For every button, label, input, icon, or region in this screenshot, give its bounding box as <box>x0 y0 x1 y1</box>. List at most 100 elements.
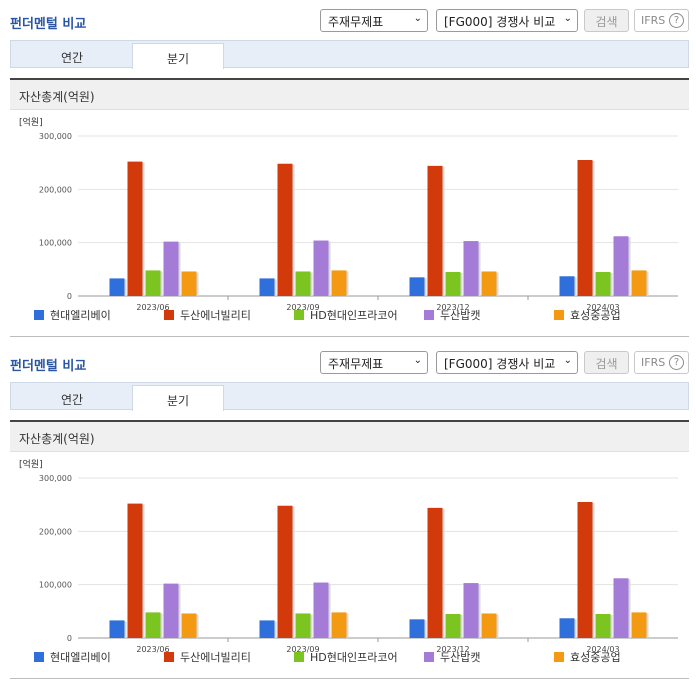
bar <box>577 160 593 296</box>
statement-select[interactable]: 주재무제표 ⌄ <box>320 9 428 32</box>
bar <box>313 582 329 638</box>
legend-swatch <box>424 310 434 320</box>
period-tabs: 연간 분기 <box>10 382 689 411</box>
bar <box>631 270 647 296</box>
chevron-down-icon: ⌄ <box>563 355 572 366</box>
y-tick-label: 0 <box>67 292 72 301</box>
ifrs-button[interactable]: IFRS ? <box>634 351 689 374</box>
compare-select[interactable]: [FG000] 경쟁사 비교 ⌄ <box>436 9 578 32</box>
bar <box>595 614 611 638</box>
bar <box>259 278 275 296</box>
x-tick-label: 2023/12 <box>436 303 469 312</box>
panel-divider <box>10 678 689 679</box>
legend-swatch <box>294 310 304 320</box>
bar <box>613 578 629 638</box>
bar <box>295 271 311 296</box>
bar <box>277 505 293 638</box>
legend-label: 두산에너빌리티 <box>180 309 251 322</box>
bar <box>181 613 197 638</box>
legend-swatch <box>424 652 434 662</box>
chevron-down-icon: ⌄ <box>563 13 572 24</box>
bar <box>127 503 143 638</box>
bar <box>631 612 647 638</box>
bar <box>409 277 425 296</box>
legend-label: 현대엘리베이 <box>50 651 111 664</box>
legend-swatch <box>34 310 44 320</box>
legend-label: 현대엘리베이 <box>50 309 111 322</box>
bar <box>331 270 347 296</box>
statement-select-value: 주재무제표 <box>328 357 384 371</box>
legend-label: 두산밥캣 <box>440 651 480 664</box>
help-icon[interactable]: ? <box>669 13 684 28</box>
search-button[interactable]: 검색 <box>584 9 629 32</box>
bar <box>313 240 329 296</box>
x-tick-label: 2023/06 <box>136 645 169 654</box>
asset-bar-chart: [억원] 0 100,000 200,000 300,000 2023/06 2023/09… <box>19 458 678 664</box>
bar <box>445 272 461 296</box>
tab-quarterly[interactable]: 분기 <box>132 43 224 69</box>
bar <box>259 620 275 638</box>
bar <box>427 507 443 638</box>
tab-annual[interactable]: 연간 <box>60 51 84 65</box>
section-title: 자산총계(억원) <box>19 432 95 446</box>
bar <box>109 620 125 638</box>
bar <box>427 165 443 296</box>
bar <box>181 271 197 296</box>
statement-select-value: 주재무제표 <box>328 15 384 29</box>
bar <box>577 502 593 638</box>
fundamental-panel: 펀더멘털 비교 주재무제표 ⌄ [FG000] 경쟁사 비교 ⌄ 검색 IFRS… <box>0 342 696 684</box>
panel-title: 펀더멘털 비교 <box>10 17 87 32</box>
bar <box>463 241 479 296</box>
help-icon[interactable]: ? <box>669 355 684 370</box>
x-tick-label: 2024/03 <box>586 303 619 312</box>
legend-label: 효성중공업 <box>570 651 621 664</box>
y-tick-label: 100,000 <box>39 581 72 590</box>
compare-select-value: [FG000] 경쟁사 비교 <box>444 357 556 371</box>
legend-swatch <box>554 310 564 320</box>
bar <box>595 272 611 296</box>
ifrs-label: IFRS <box>641 14 666 27</box>
x-tick-label: 2023/12 <box>436 645 469 654</box>
compare-select-value: [FG000] 경쟁사 비교 <box>444 15 556 29</box>
bar <box>481 271 497 296</box>
x-tick-label: 2023/09 <box>286 303 319 312</box>
asset-bar-chart: [억원] 0 100,000 200,000 300,000 2023/06 2023/09… <box>19 116 678 322</box>
compare-select[interactable]: [FG000] 경쟁사 비교 ⌄ <box>436 351 578 374</box>
bar <box>481 613 497 638</box>
bar <box>127 161 143 296</box>
bar <box>331 612 347 638</box>
legend-label: 효성중공업 <box>570 309 621 322</box>
bar <box>109 278 125 296</box>
y-unit-label: [억원] <box>19 116 43 128</box>
bar <box>463 583 479 638</box>
tab-quarterly[interactable]: 분기 <box>132 385 224 411</box>
chevron-down-icon: ⌄ <box>413 13 422 24</box>
y-tick-label: 300,000 <box>39 132 72 141</box>
legend-label: HD현대인프라코어 <box>310 309 398 322</box>
bar <box>163 241 179 296</box>
bar <box>145 612 161 638</box>
search-button[interactable]: 검색 <box>584 351 629 374</box>
tab-annual[interactable]: 연간 <box>60 393 84 407</box>
y-tick-label: 200,000 <box>39 527 72 536</box>
legend-swatch <box>554 652 564 662</box>
legend-label: HD현대인프라코어 <box>310 651 398 664</box>
legend-label: 두산밥캣 <box>440 309 480 322</box>
legend-swatch <box>294 652 304 662</box>
period-tabs: 연간 분기 <box>10 40 689 69</box>
x-tick-label: 2023/09 <box>286 645 319 654</box>
y-tick-label: 0 <box>67 634 72 643</box>
y-tick-label: 300,000 <box>39 474 72 483</box>
ifrs-button[interactable]: IFRS ? <box>634 9 689 32</box>
bar <box>613 236 629 296</box>
bar <box>559 618 575 638</box>
legend-swatch <box>164 310 174 320</box>
y-tick-label: 200,000 <box>39 185 72 194</box>
panel-divider <box>10 336 689 337</box>
bar <box>145 270 161 296</box>
panel-title: 펀더멘털 비교 <box>10 359 87 374</box>
bar <box>295 613 311 638</box>
statement-select[interactable]: 주재무제표 ⌄ <box>320 351 428 374</box>
section-title: 자산총계(억원) <box>19 90 95 104</box>
section-header: 자산총계(억원) <box>10 78 689 110</box>
